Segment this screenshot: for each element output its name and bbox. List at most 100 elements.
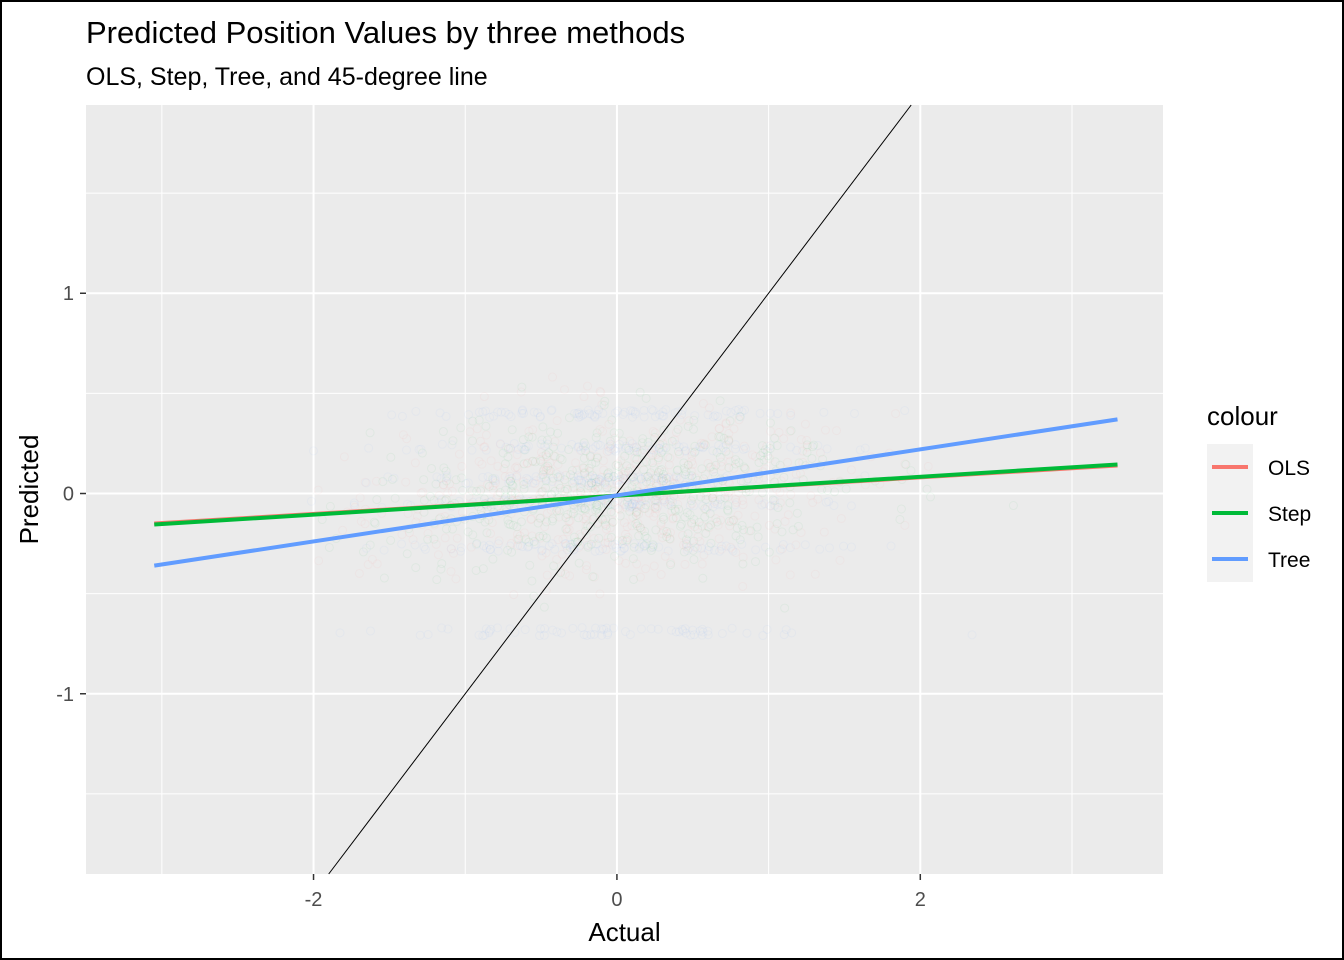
scatter-point	[519, 484, 529, 494]
scatter-point	[747, 450, 757, 460]
scatter-point	[677, 405, 687, 415]
scatter-point	[636, 474, 646, 484]
scatter-point	[361, 543, 371, 553]
scatter-point	[687, 447, 697, 457]
scatter-point	[638, 448, 648, 458]
scatter-point	[636, 501, 646, 511]
scatter-point	[572, 465, 582, 475]
scatter-point	[610, 475, 620, 485]
scatter-point	[621, 502, 631, 512]
scatter-point	[488, 481, 498, 491]
scatter-point	[765, 418, 775, 428]
scatter-point	[554, 506, 564, 516]
y-axis-ticks: -1 0 1	[56, 283, 86, 706]
scatter-point	[665, 528, 675, 538]
scatter-point	[688, 424, 698, 434]
scatter-point	[514, 534, 524, 544]
scatter-point	[590, 546, 600, 556]
scatter-point	[650, 432, 660, 442]
scatter-point	[429, 495, 439, 505]
scatter-point	[363, 560, 373, 570]
scatter-point	[536, 513, 546, 523]
scatter-point	[647, 405, 657, 415]
scatter-point	[582, 561, 592, 571]
scatter-point	[651, 495, 661, 505]
scatter-point	[507, 425, 517, 435]
scatter-point	[641, 393, 651, 403]
scatter-point	[757, 441, 767, 451]
scatter-point	[620, 451, 630, 461]
scatter-point	[606, 507, 616, 517]
scatter-point	[557, 549, 567, 559]
scatter-point	[505, 541, 515, 551]
scatter-point	[364, 443, 374, 453]
scatter-point	[582, 540, 592, 550]
scatter-point	[598, 544, 608, 554]
scatter-point	[777, 544, 787, 554]
scatter-point	[922, 484, 932, 494]
scatter-point	[622, 497, 632, 507]
scatter-point	[496, 439, 506, 449]
scatter-point	[808, 442, 818, 452]
scatter-point	[679, 463, 689, 473]
scatter-point	[627, 521, 637, 531]
scatter-point	[699, 442, 709, 452]
scatter-point	[490, 478, 500, 488]
scatter-point	[593, 477, 603, 487]
scatter-point	[737, 496, 747, 506]
scatter-point	[535, 455, 545, 465]
scatter-point	[503, 444, 513, 454]
scatter-point	[560, 385, 570, 395]
scatter-point	[706, 462, 716, 472]
scatter-point	[446, 566, 456, 576]
scatter-point	[579, 463, 589, 473]
scatter-point	[516, 517, 526, 527]
scatter-point	[650, 502, 660, 512]
scatter-point	[545, 466, 555, 476]
scatter-point	[786, 408, 796, 418]
scatter-point	[603, 533, 613, 543]
scatter-point	[607, 540, 617, 550]
scatter-point	[535, 631, 545, 641]
scatter-point	[539, 465, 549, 475]
scatter-point	[738, 581, 748, 591]
scatter-point	[732, 523, 742, 533]
scatter-point	[689, 630, 699, 640]
scatter-point	[574, 408, 584, 418]
scatter-point	[578, 442, 588, 452]
scatter-point	[506, 490, 516, 500]
scatter-point	[456, 543, 466, 553]
scatter-point	[600, 538, 610, 548]
scatter-point	[668, 514, 678, 524]
scatter-point	[967, 630, 977, 640]
scatter-point	[493, 407, 503, 417]
scatter-point	[628, 554, 638, 564]
scatter-point	[798, 446, 808, 456]
scatter-point	[649, 495, 659, 505]
scatter-point	[731, 459, 741, 469]
scatter-point	[372, 559, 382, 569]
scatter-point	[631, 510, 641, 520]
scatter-point	[686, 466, 696, 476]
scatter-point	[800, 419, 810, 429]
scatter-point	[659, 467, 669, 477]
scatter-point	[550, 437, 560, 447]
scatter-point	[724, 516, 734, 526]
scatter-point	[723, 501, 733, 511]
scatter-point	[615, 511, 625, 521]
scatter-point	[698, 627, 708, 637]
scatter-point	[628, 412, 638, 422]
scatter-point	[379, 573, 389, 583]
scatter-point	[513, 541, 523, 551]
scatter-point	[623, 533, 633, 543]
scatter-point	[639, 542, 649, 552]
scatter-point	[718, 442, 728, 452]
scatter-point	[416, 444, 426, 454]
scatter-point	[593, 439, 603, 449]
scatter-point	[695, 537, 705, 547]
scatter-point	[589, 474, 599, 484]
scatter-point	[657, 476, 667, 486]
scatter-point	[536, 546, 546, 556]
scatter-point	[648, 541, 658, 551]
x-tick-label: 2	[915, 889, 926, 911]
